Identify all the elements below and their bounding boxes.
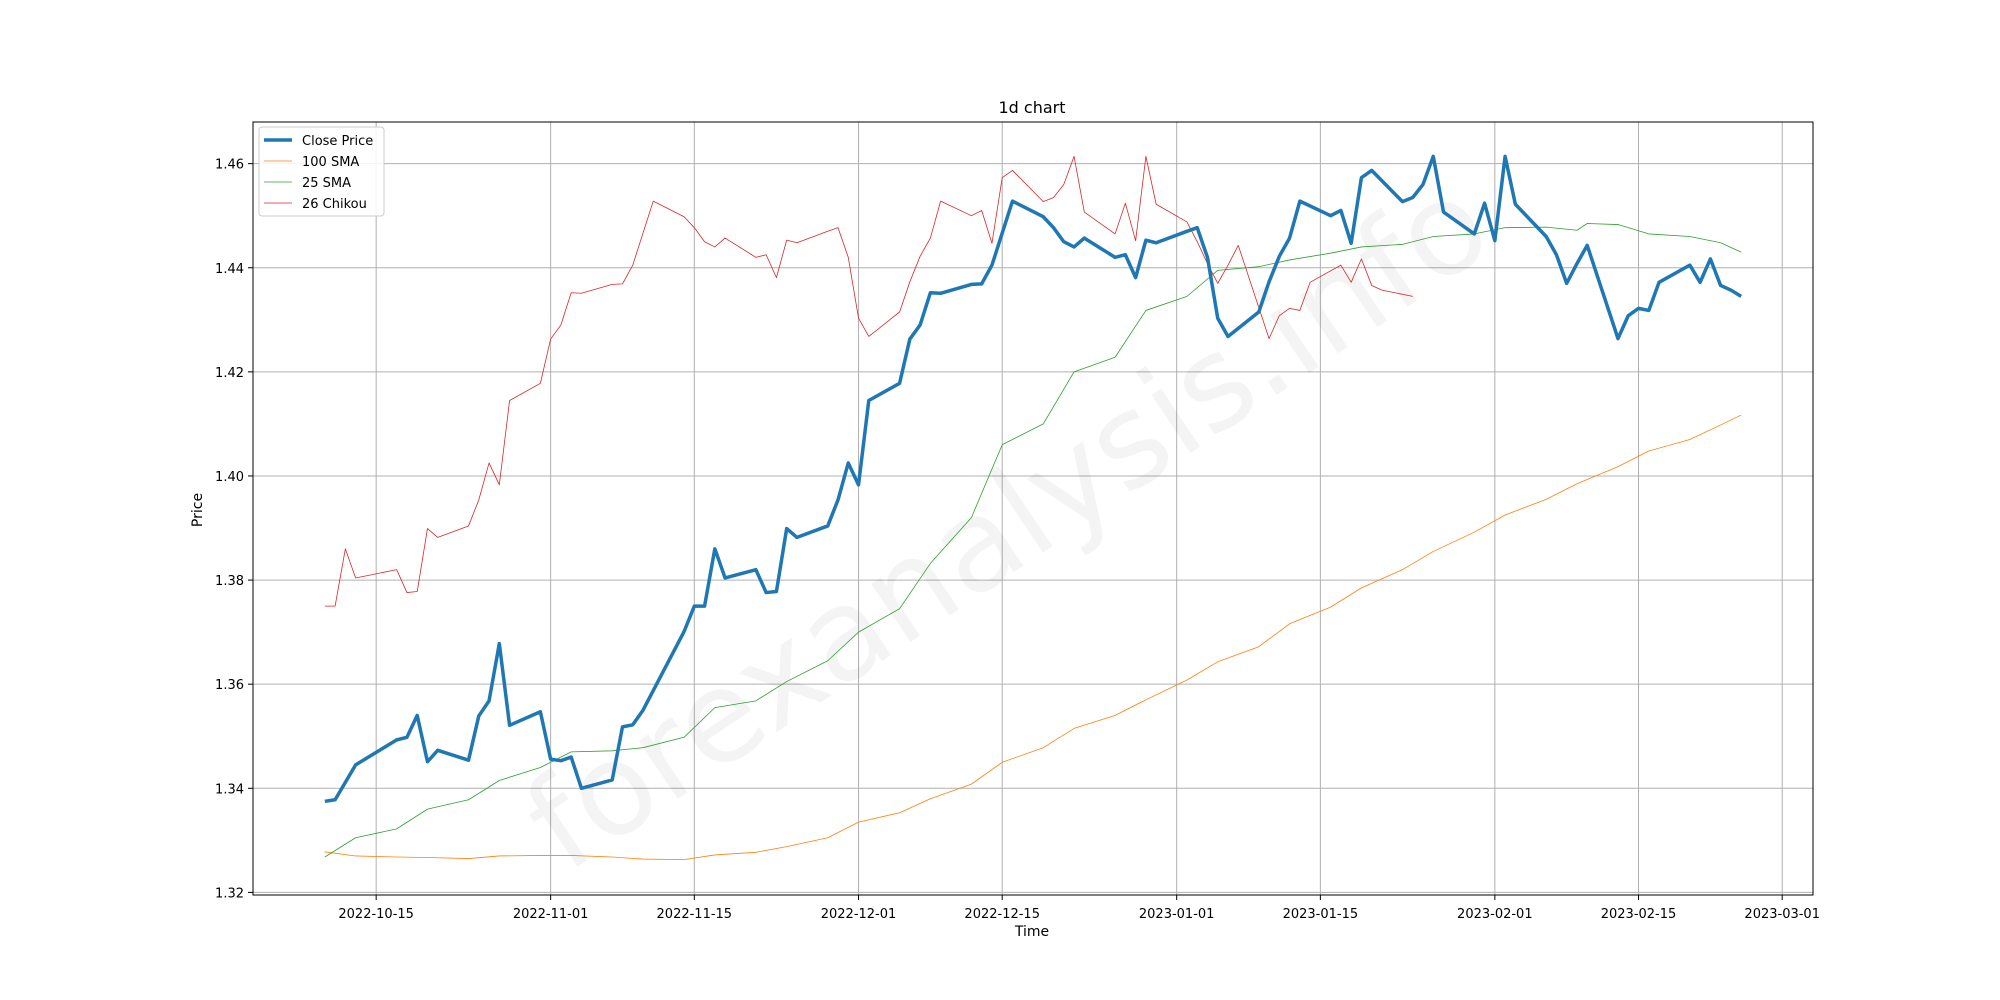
x-tick-label: 2023-03-01 xyxy=(1744,907,1820,922)
legend-label-100-sma: 100 SMA xyxy=(302,155,359,170)
chart-title: 1d chart xyxy=(998,98,1065,117)
series-line-25-sma xyxy=(324,223,1742,858)
plot-frame xyxy=(252,121,1814,896)
y-tick-label: 1.46 xyxy=(215,158,244,173)
grid-lines xyxy=(253,122,1813,895)
x-tick-label: 2022-11-15 xyxy=(657,907,733,922)
y-axis-label: Price xyxy=(190,493,206,527)
y-tick-label: 1.44 xyxy=(215,262,244,277)
legend: Close Price 100 SMA 25 SMA 26 Chikou xyxy=(258,126,385,217)
y-tick-label: 1.32 xyxy=(215,886,244,901)
series-line-close-price xyxy=(324,154,1743,804)
x-axis-label: Time xyxy=(1014,924,1049,940)
y-tick-label: 1.34 xyxy=(215,782,244,797)
x-tick-label: 2023-01-01 xyxy=(1139,907,1215,922)
legend-label-26-chikou: 26 Chikou xyxy=(302,197,367,212)
legend-box xyxy=(258,126,385,217)
y-axis-ticks: 1.32 1.34 1.36 1.38 1.40 1.42 1.44 1.46 xyxy=(215,158,253,901)
series-line-26-chikou xyxy=(324,155,1413,607)
y-tick-label: 1.36 xyxy=(215,678,244,693)
y-tick-label: 1.38 xyxy=(215,574,244,589)
x-tick-label: 2023-02-01 xyxy=(1457,907,1533,922)
y-tick-label: 1.40 xyxy=(215,470,244,485)
legend-label-close-price: Close Price xyxy=(302,134,373,149)
x-tick-label: 2022-11-01 xyxy=(513,907,589,922)
series-lines xyxy=(324,154,1743,860)
legend-label-25-sma: 25 SMA xyxy=(302,176,351,191)
x-tick-label: 2023-01-15 xyxy=(1283,907,1359,922)
y-tick-label: 1.42 xyxy=(215,366,244,381)
series-line-100-sma xyxy=(324,414,1742,860)
x-tick-label: 2022-12-01 xyxy=(821,907,897,922)
x-tick-label: 2022-10-15 xyxy=(338,907,414,922)
x-tick-label: 2023-02-15 xyxy=(1601,907,1677,922)
x-axis-ticks: 2022-10-15 2022-11-01 2022-11-15 2022-12-01… xyxy=(338,895,1820,922)
x-tick-label: 2022-12-15 xyxy=(964,907,1040,922)
